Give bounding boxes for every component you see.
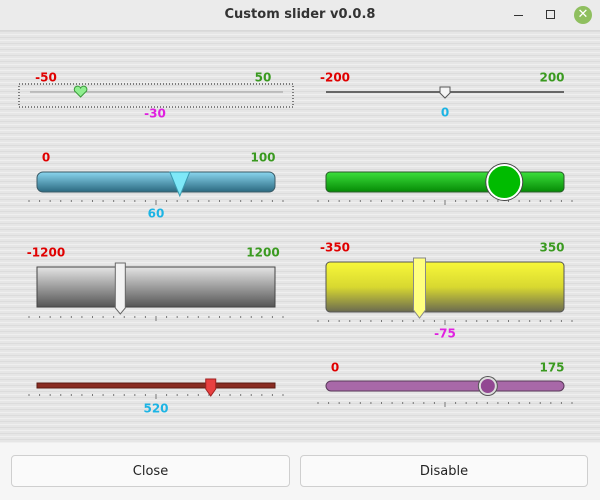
track: [325, 380, 565, 392]
max-label: 200: [539, 71, 564, 85]
close-button[interactable]: Close: [11, 455, 290, 487]
min-label: -350: [320, 241, 350, 255]
value-label: -30: [144, 107, 166, 121]
max-label: 175: [539, 361, 564, 375]
thumb: [114, 262, 126, 315]
track: [325, 171, 565, 193]
thumb-inner: [486, 164, 523, 200]
value-label: 520: [143, 402, 168, 416]
minimize-button[interactable]: [514, 15, 523, 16]
max-label: 1200: [246, 246, 279, 260]
track: [325, 261, 565, 313]
thumb: [439, 86, 451, 99]
track: [36, 382, 276, 389]
thumb: [413, 257, 426, 319]
thumb-inner: [478, 377, 497, 395]
background: [0, 31, 600, 443]
min-label: -200: [320, 71, 350, 85]
max-label: 350: [539, 241, 564, 255]
window-title: Custom slider v0.0.8: [224, 7, 376, 22]
track: [36, 266, 276, 308]
min-label: -1200: [27, 246, 65, 260]
thumb: [73, 85, 88, 98]
min-label: 0: [331, 361, 339, 375]
focus-box: [18, 83, 294, 108]
value-label: -75: [434, 327, 456, 341]
thumb: [169, 171, 191, 198]
max-label: 50: [255, 71, 272, 85]
min-label: -50: [35, 71, 57, 85]
value-label: 0: [441, 106, 449, 120]
title-bar: Custom slider v0.0.8 ✕: [0, 0, 600, 31]
maximize-button[interactable]: [546, 10, 555, 19]
max-label: 100: [250, 151, 275, 165]
value-label: 60: [148, 207, 165, 221]
close-window-button[interactable]: ✕: [574, 6, 592, 24]
slider-panel: -50 50 -30 -200 200 0 0 100 60 -1200 1200 -350 350 -7…: [0, 31, 600, 443]
thumb: [205, 378, 217, 397]
track: [36, 171, 276, 193]
min-label: 0: [42, 151, 50, 165]
disable-button[interactable]: Disable: [300, 455, 588, 487]
